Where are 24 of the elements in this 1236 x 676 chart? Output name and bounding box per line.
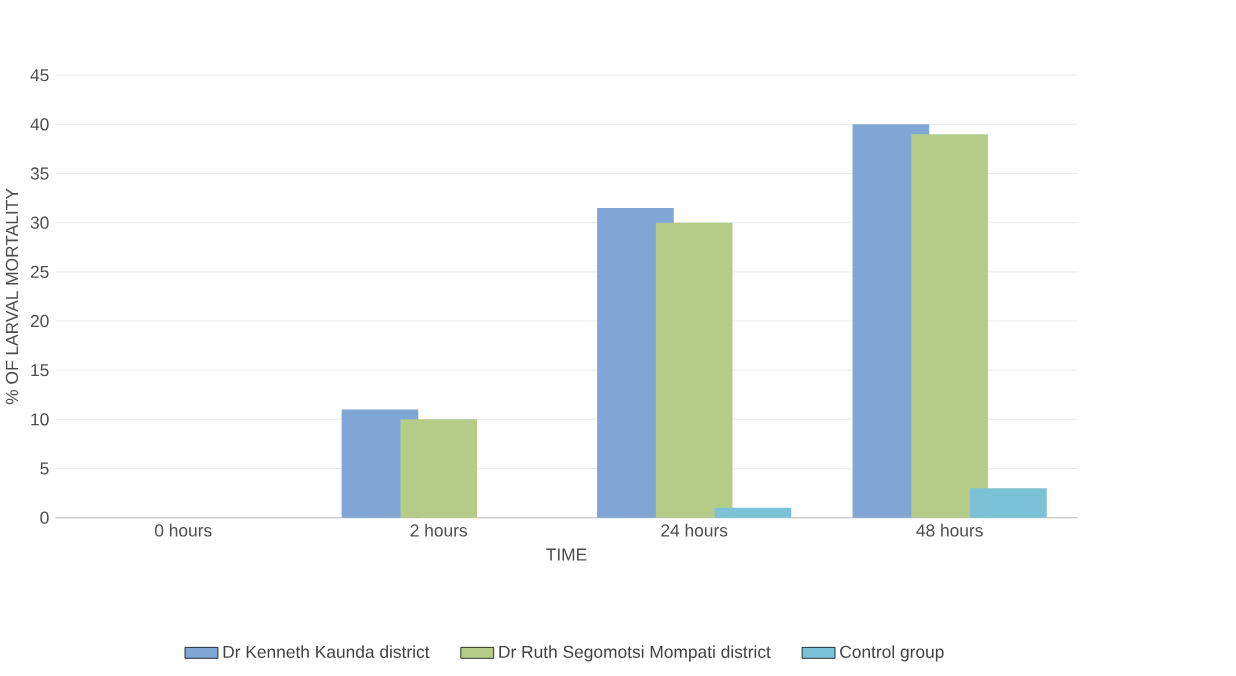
y-axis-title: % OF LARVAL MORTALITY xyxy=(5,188,19,405)
y-tick-label: 15 xyxy=(31,364,49,377)
bar xyxy=(911,134,988,518)
x-tick-label: 0 hours xyxy=(154,523,212,537)
y-tick-label: 35 xyxy=(30,167,49,180)
y-tick-label: 40 xyxy=(30,118,49,131)
y-tick-label: 30 xyxy=(30,216,49,229)
legend-label: Dr Kenneth Kaunda district xyxy=(223,645,430,659)
bar xyxy=(655,222,733,518)
x-axis-title: TIME xyxy=(546,548,587,561)
legend-label: Dr Ruth Segomotsi Mompati district xyxy=(499,645,771,662)
y-tick-label: 20 xyxy=(30,314,49,328)
y-tick-label: 25 xyxy=(30,265,49,279)
bar xyxy=(400,419,478,518)
x-tick-label: 24 hours xyxy=(661,523,728,537)
x-tick-label: 48 hours xyxy=(916,523,983,537)
bar xyxy=(714,507,792,518)
y-tick-label: 0 xyxy=(40,511,49,524)
x-tick-label: 2 hours xyxy=(410,523,467,537)
legend-label: Control group xyxy=(840,645,944,662)
y-tick-label: 10 xyxy=(31,413,49,426)
bar xyxy=(970,488,1047,518)
y-tick-label: 45 xyxy=(30,69,49,82)
y-tick-label: 5 xyxy=(40,462,49,475)
